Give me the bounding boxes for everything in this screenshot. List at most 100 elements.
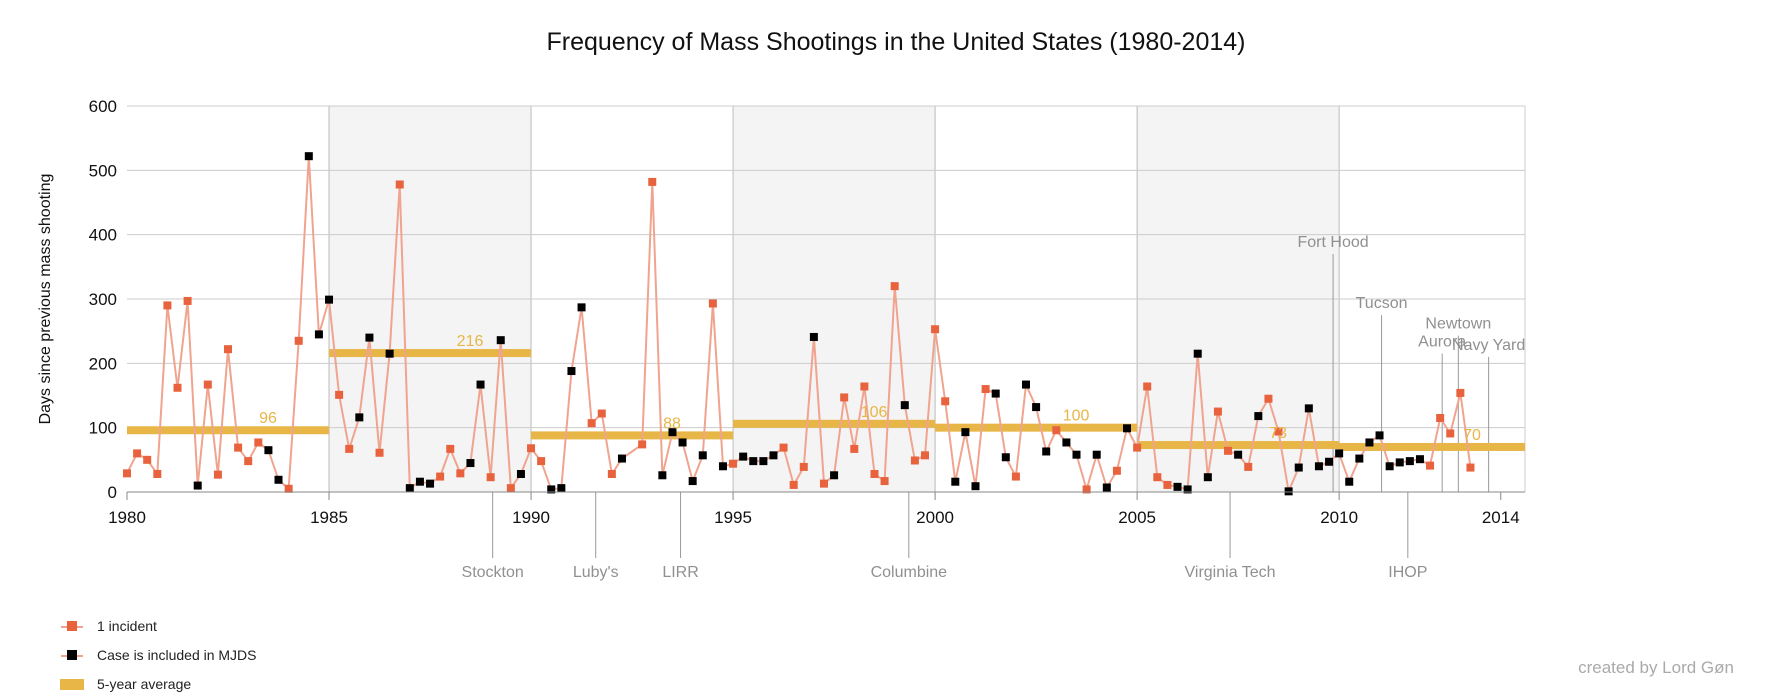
average-label: 106	[861, 404, 888, 421]
mjds-point	[385, 349, 394, 358]
event-label: Aurora	[1418, 334, 1466, 351]
mjds-point	[496, 336, 505, 345]
incident-point	[1112, 466, 1121, 475]
incident-point	[890, 282, 899, 291]
incident-point	[648, 177, 657, 186]
event-label: Luby's	[573, 564, 619, 581]
incident-point	[597, 409, 606, 418]
incident-point	[123, 469, 131, 478]
incident-point	[1153, 473, 1162, 482]
x-tick-label: 2010	[1320, 508, 1358, 527]
mjds-point	[1183, 485, 1192, 494]
mjds-point	[688, 477, 697, 486]
average-bar	[127, 426, 330, 435]
mjds-point	[1325, 457, 1334, 466]
average-bar	[1339, 442, 1525, 451]
average-label: 96	[259, 410, 277, 427]
incident-point	[224, 345, 233, 354]
legend-mjds-label: Case is included in MJDS	[97, 647, 257, 663]
mjds-point	[405, 484, 414, 493]
y-axis-title: Days since previous mass shooting	[37, 174, 54, 425]
incident-point	[244, 457, 253, 466]
mjds-point	[971, 482, 980, 491]
x-tick-label: 1995	[714, 508, 752, 527]
x-tick-label: 1990	[512, 508, 550, 527]
incident-point	[1082, 485, 1091, 494]
incident-point	[587, 419, 596, 428]
mjds-point	[1193, 349, 1202, 358]
average-bar	[329, 349, 532, 358]
event-label: Stockton	[462, 564, 524, 581]
mjds-point	[264, 446, 273, 455]
incident-point	[1446, 429, 1455, 438]
mjds-point	[961, 428, 970, 437]
incident-point	[840, 393, 849, 402]
incident-point	[183, 296, 192, 305]
incident-point	[1456, 388, 1465, 397]
legend-mjds-marker	[67, 650, 77, 660]
x-tick-label: 1985	[310, 508, 348, 527]
average-bar	[935, 423, 1138, 432]
mjds-point	[1042, 447, 1051, 456]
mjds-point	[1355, 454, 1364, 463]
incident-point	[153, 469, 162, 478]
mjds-point	[1254, 412, 1263, 421]
mjds-point	[1375, 431, 1384, 440]
average-bar	[733, 419, 936, 428]
incident-point	[527, 444, 536, 453]
incident-point	[789, 480, 798, 489]
incident-point	[1163, 480, 1172, 489]
incident-point	[1011, 472, 1020, 481]
incident-point	[335, 390, 344, 399]
mjds-point	[658, 471, 667, 480]
mjds-point	[466, 459, 475, 468]
incident-point	[1466, 463, 1475, 472]
mjds-point	[1173, 482, 1182, 491]
mjds-point	[365, 333, 374, 342]
incident-point	[133, 449, 142, 458]
mjds-point	[698, 451, 707, 460]
incident-point	[203, 380, 212, 389]
incident-point	[506, 484, 515, 493]
x-tick-label: 2005	[1118, 508, 1156, 527]
legend-item-incident: 1 incident	[55, 612, 257, 641]
mjds-point	[1022, 380, 1031, 389]
y-tick-label: 500	[89, 161, 117, 180]
y-tick-label: 0	[108, 483, 117, 502]
average-label: 100	[1063, 408, 1090, 425]
y-tick-label: 100	[89, 419, 117, 438]
x-tick-label: 2014	[1482, 508, 1520, 527]
incident-point	[1143, 382, 1152, 391]
incident-point	[850, 444, 859, 453]
mjds-point	[577, 303, 586, 312]
mjds-point	[476, 380, 485, 389]
mjds-point	[1062, 438, 1071, 447]
mjds-point	[900, 401, 909, 410]
incident-point	[294, 336, 303, 345]
mjds-point	[1314, 462, 1323, 471]
incident-point	[143, 455, 152, 464]
legend-item-average: 5-year average	[55, 670, 257, 699]
axes	[126, 491, 1525, 500]
mjds-point	[304, 152, 313, 161]
incident-point	[870, 469, 879, 478]
incident-point	[1244, 462, 1253, 471]
incident-point	[1224, 446, 1233, 455]
incident-point	[173, 383, 182, 392]
mjds-point	[668, 428, 677, 437]
mjds-point	[355, 413, 364, 422]
incident-point	[799, 462, 808, 471]
incident-point	[981, 385, 990, 394]
mjds-point	[314, 330, 323, 339]
mjds-point	[1102, 483, 1111, 492]
event-label: LIRR	[662, 564, 698, 581]
incident-point	[1133, 443, 1142, 452]
incident-point	[254, 438, 263, 447]
mjds-point	[1203, 473, 1212, 482]
mjds-point	[567, 367, 576, 376]
event-lines	[492, 253, 1490, 558]
incident-point	[234, 443, 243, 452]
mjds-point	[415, 477, 424, 486]
x-tick-label: 2000	[916, 508, 954, 527]
